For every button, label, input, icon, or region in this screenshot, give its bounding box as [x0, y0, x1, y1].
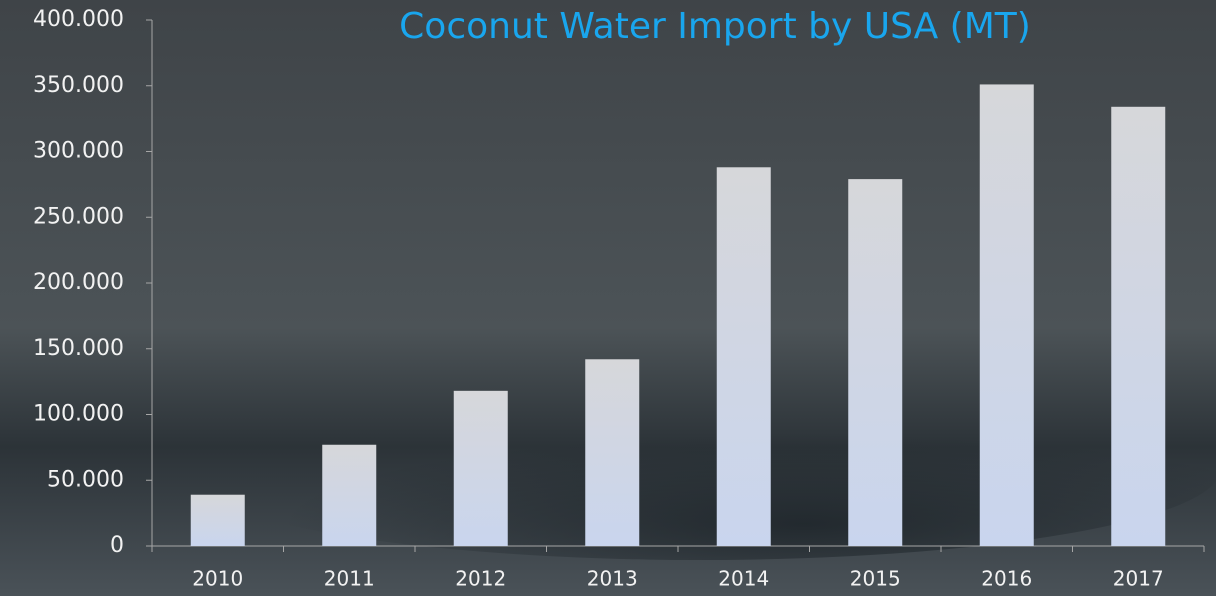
y-tick-label: 50.000 [47, 467, 124, 492]
bar [585, 359, 639, 546]
x-tick-label: 2016 [981, 567, 1032, 591]
x-tick-label: 2014 [718, 567, 769, 591]
bar [717, 167, 771, 546]
y-tick-label: 300.000 [33, 139, 124, 164]
x-tick-label: 2017 [1113, 567, 1164, 591]
bar [191, 495, 245, 546]
chart: Coconut Water Import by USA (MT) 0 50.000… [0, 0, 1216, 596]
x-tick-label: 2013 [587, 567, 638, 591]
y-tick-label: 100.000 [33, 402, 124, 427]
chart-title: Coconut Water Import by USA (MT) [399, 6, 1031, 47]
y-tick-label: 0 [110, 533, 124, 558]
x-tick-label: 2012 [455, 567, 506, 591]
x-tick-label: 2010 [192, 567, 243, 591]
y-tick-label: 350.000 [33, 73, 124, 98]
bar [454, 391, 508, 546]
y-tick-label: 150.000 [33, 336, 124, 361]
bar [848, 179, 902, 546]
y-tick-label: 400.000 [33, 7, 124, 32]
bar [1111, 107, 1165, 546]
y-tick-label: 250.000 [33, 204, 124, 229]
x-tick-label: 2011 [324, 567, 375, 591]
bar [322, 445, 376, 546]
bar [980, 84, 1034, 546]
y-tick-label: 200.000 [33, 270, 124, 295]
x-tick-label: 2015 [850, 567, 901, 591]
